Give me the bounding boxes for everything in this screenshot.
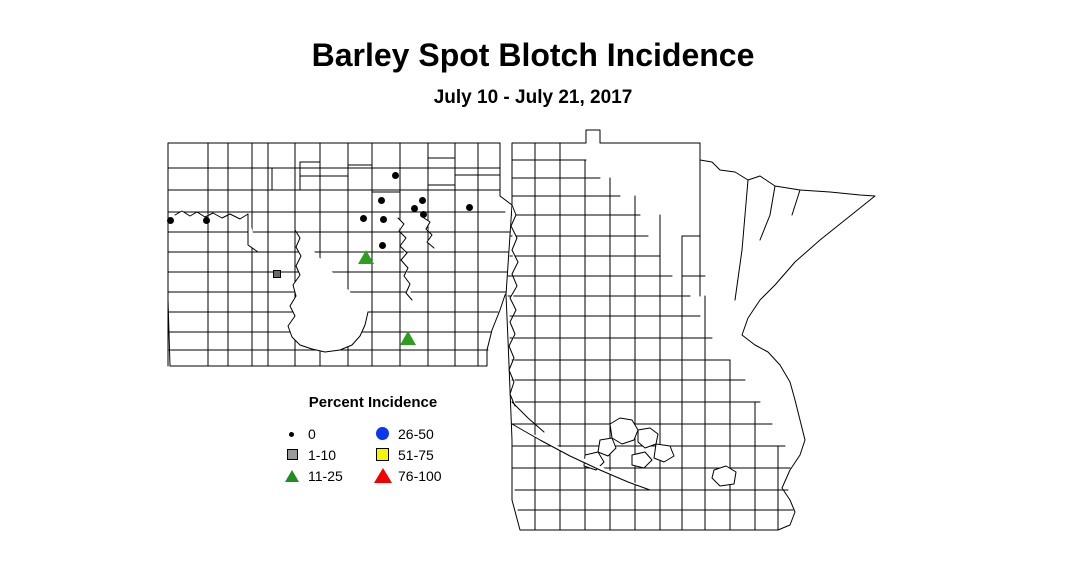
legend-label: 51-75 [398, 447, 434, 463]
data-point-11-25 [358, 250, 374, 264]
data-point-0 [202, 216, 210, 224]
gray-square-icon [284, 445, 304, 465]
minnesota-counties [506, 130, 875, 530]
blue-circle-icon [374, 424, 394, 444]
yellow-square-icon [374, 445, 394, 465]
page-title: Barley Spot Blotch Incidence [311, 37, 755, 73]
data-point-1-10 [273, 270, 281, 278]
data-point-11-25 [400, 331, 416, 345]
data-point-0 [391, 171, 399, 179]
small-black-dot-icon [284, 424, 304, 444]
data-point-0 [359, 214, 367, 222]
legend-label: 0 [308, 426, 316, 442]
green-triangle-icon [284, 466, 304, 486]
data-point-0 [418, 196, 426, 204]
legend: Percent Incidence 0 1-10 11-25 26-50 51-… [276, 392, 466, 488]
legend-label: 26-50 [398, 426, 434, 442]
legend-label: 11-25 [308, 468, 343, 484]
data-point-0 [378, 241, 386, 249]
legend-title: Percent Incidence [308, 394, 438, 411]
north-dakota-counties [168, 143, 512, 366]
data-point-0 [379, 215, 387, 223]
data-point-0 [465, 203, 473, 211]
legend-label: 1-10 [308, 447, 337, 463]
legend-label: 76-100 [398, 468, 442, 484]
data-point-0 [377, 196, 385, 204]
data-point-0 [410, 204, 418, 212]
red-triangle-icon [374, 466, 394, 486]
page-subtitle: July 10 - July 21, 2017 [433, 87, 633, 108]
data-point-0 [166, 216, 174, 224]
data-point-0 [419, 210, 427, 218]
